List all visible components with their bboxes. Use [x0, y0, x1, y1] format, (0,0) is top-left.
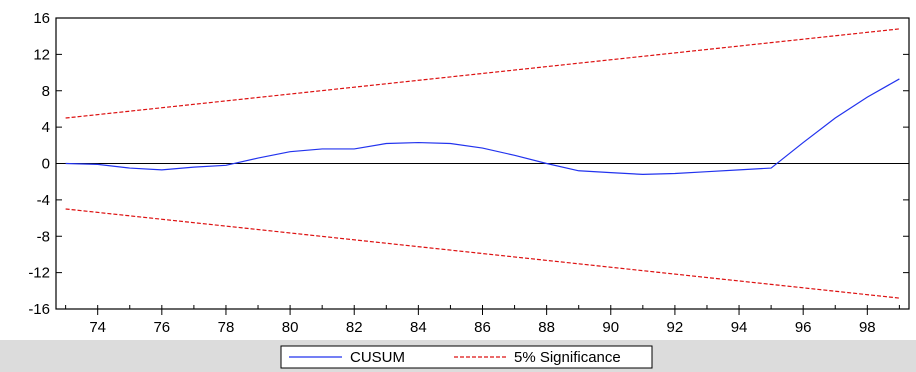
y-tick-label: -12 — [28, 265, 50, 282]
x-tick-label: 76 — [153, 319, 170, 336]
legend-label: CUSUM — [350, 349, 405, 366]
lower-significance-line — [65, 208, 900, 299]
legend-label: 5% Significance — [514, 349, 621, 366]
cusum-line — [65, 78, 900, 176]
y-tick-label: -4 — [37, 192, 50, 209]
x-tick-label: 86 — [474, 319, 491, 336]
y-tick-label: 12 — [33, 46, 50, 63]
x-tick-label: 82 — [346, 319, 363, 336]
x-tick-label: 94 — [731, 319, 748, 336]
x-tick-label: 96 — [795, 319, 812, 336]
legend: CUSUM 5% Significance — [280, 345, 653, 369]
series-layer — [65, 28, 900, 299]
x-tick-label: 90 — [602, 319, 619, 336]
y-tick-label: -8 — [37, 228, 50, 245]
y-tick-label: 0 — [42, 156, 50, 173]
y-tick-label: -16 — [28, 301, 50, 318]
x-tick-label: 98 — [859, 319, 876, 336]
y-axis: 16 12 8 4 0 -4 -8 -12 -16 — [28, 10, 909, 318]
x-tick-label: 78 — [218, 319, 235, 336]
x-tick-label: 74 — [89, 319, 106, 336]
x-axis: 74 76 78 80 82 84 86 88 90 92 94 96 98 — [65, 305, 900, 336]
y-tick-label: 8 — [42, 83, 50, 100]
x-tick-label: 92 — [667, 319, 684, 336]
x-tick-label: 80 — [282, 319, 299, 336]
y-tick-label: 16 — [33, 10, 50, 27]
x-tick-label: 84 — [410, 319, 427, 336]
upper-significance-line — [65, 28, 900, 119]
x-tick-label: 88 — [538, 319, 555, 336]
y-tick-label: 4 — [42, 119, 50, 136]
